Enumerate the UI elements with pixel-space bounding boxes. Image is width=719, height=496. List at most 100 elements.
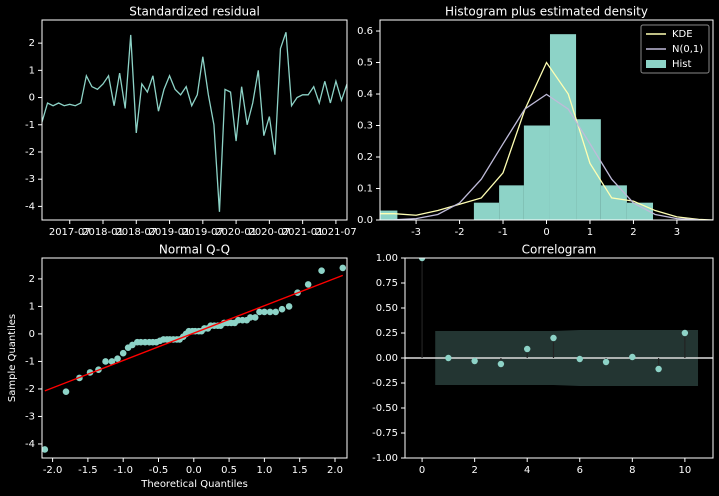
y-tick-label: 0.2 <box>357 152 373 163</box>
x-tick-label: 10 <box>679 465 692 476</box>
x-tick-label: 4 <box>524 465 530 476</box>
y-tick-label: 0.6 <box>357 26 373 37</box>
y-tick-label: 0.50 <box>376 303 398 314</box>
panel-title: Histogram plus estimated density <box>445 5 648 19</box>
x-tick-label: 2 <box>630 227 636 238</box>
axes-frame <box>379 19 714 221</box>
hist-bar <box>473 202 500 220</box>
qq-point <box>129 341 136 349</box>
y-tick-label: -2 <box>25 384 35 395</box>
qq-point <box>102 358 109 365</box>
x-tick-label: 2019-07 <box>182 227 224 238</box>
stem-marker <box>602 358 610 366</box>
x-tick-label: 3 <box>674 227 680 238</box>
qq-point <box>256 308 263 316</box>
hist-bar <box>499 185 524 220</box>
y-tick-label: -2 <box>25 147 35 158</box>
qq-point <box>272 308 279 316</box>
x-tick-label: 2018-01 <box>82 227 124 238</box>
x-tick-label: 6 <box>577 465 583 476</box>
x-tick-label: 2017-07 <box>49 227 91 238</box>
plot-area <box>42 264 347 453</box>
x-tick-label: 8 <box>629 465 635 476</box>
hist-bar <box>523 125 550 220</box>
axes-frame <box>404 257 714 459</box>
qq-point <box>266 308 274 316</box>
qq-point <box>278 305 286 313</box>
qq-point <box>318 267 325 274</box>
y-tick-label: 0.25 <box>376 328 398 339</box>
y-tick-label: 0.3 <box>357 121 373 132</box>
y-tick-label: -4 <box>25 439 35 450</box>
hist-bar <box>576 119 601 220</box>
y-tick-label: 0.00 <box>376 353 398 364</box>
x-tick-label: 2020-01 <box>215 227 257 238</box>
y-tick-label: -1 <box>25 120 35 131</box>
x-tick-label: -2.0 <box>43 465 63 476</box>
y-tick-label: -0.75 <box>372 428 398 439</box>
stem-marker <box>576 355 583 363</box>
hist-bar <box>380 210 398 220</box>
qq-point <box>62 388 70 396</box>
axes-frame <box>41 257 348 459</box>
panel-title: Normal Q-Q <box>159 243 230 257</box>
x-tick-label: 2018-07 <box>115 227 157 238</box>
y-tick-label: 1.00 <box>376 253 398 264</box>
y-tick-label: 1 <box>29 65 35 76</box>
y-tick-label: 0 <box>29 93 35 104</box>
x-tick-label: 2021-07 <box>315 227 357 238</box>
y-tick-label: 0.5 <box>357 58 373 69</box>
qq-point <box>246 314 254 321</box>
qq-point <box>251 314 259 321</box>
y-tick-label: 2 <box>29 38 35 49</box>
x-tick-label: 2020-07 <box>248 227 290 238</box>
x-tick-label: 2019-01 <box>149 227 191 238</box>
x-tick-label: -1.5 <box>78 465 98 476</box>
y-tick-label: -0.50 <box>372 403 398 414</box>
x-tick-label: 0 <box>419 465 425 476</box>
qq-point <box>339 264 347 272</box>
stem-marker <box>418 258 426 262</box>
x-tick-label: -2 <box>455 227 465 238</box>
x-tick-label: 2 <box>471 465 477 476</box>
qq-point <box>42 446 49 453</box>
y-tick-label: 0.75 <box>376 278 398 289</box>
y-axis-label: Sample Quantiles <box>7 314 18 402</box>
qq-point <box>119 349 127 357</box>
reference-line <box>44 274 343 392</box>
x-tick-label: 0.0 <box>186 465 202 476</box>
panel-title: Standardized residual <box>129 5 260 19</box>
stem-marker <box>471 357 478 365</box>
stem-marker <box>550 334 557 342</box>
density-line <box>394 93 699 220</box>
y-tick-label: -1.00 <box>372 453 398 464</box>
hist-bar <box>600 185 627 220</box>
x-tick-label: 0 <box>543 227 549 238</box>
panel-title: Correlogram <box>522 243 597 257</box>
panel: Standardized residual-4-3-2-10122017-072… <box>25 5 357 239</box>
x-tick-label: 2.0 <box>327 465 343 476</box>
legend-label: N(0,1) <box>672 44 703 55</box>
plot-area <box>380 34 713 220</box>
y-tick-label: -0.25 <box>372 378 398 389</box>
qq-point <box>285 303 293 310</box>
stem-marker <box>629 353 636 361</box>
plot-area <box>42 32 347 212</box>
plot-area <box>405 258 713 386</box>
y-tick-label: -1 <box>25 356 35 367</box>
panel: Correlogram -1.00 -0.75 -0.50 -0.25 0.00 0.25 0… <box>372 243 714 476</box>
y-tick-label: 1 <box>29 301 35 312</box>
y-tick-label: 0.0 <box>357 215 373 226</box>
legend-swatch <box>646 60 666 68</box>
stem-marker <box>497 360 505 368</box>
density-line <box>380 61 713 220</box>
x-tick-label: -3 <box>411 227 421 238</box>
x-axis-label: Theoretical Quantiles <box>140 479 248 490</box>
qq-point <box>304 281 312 288</box>
legend-label: Hist <box>672 59 692 70</box>
qq-point <box>108 358 116 365</box>
x-tick-label: -0.5 <box>149 465 169 476</box>
qq-point <box>114 355 121 362</box>
